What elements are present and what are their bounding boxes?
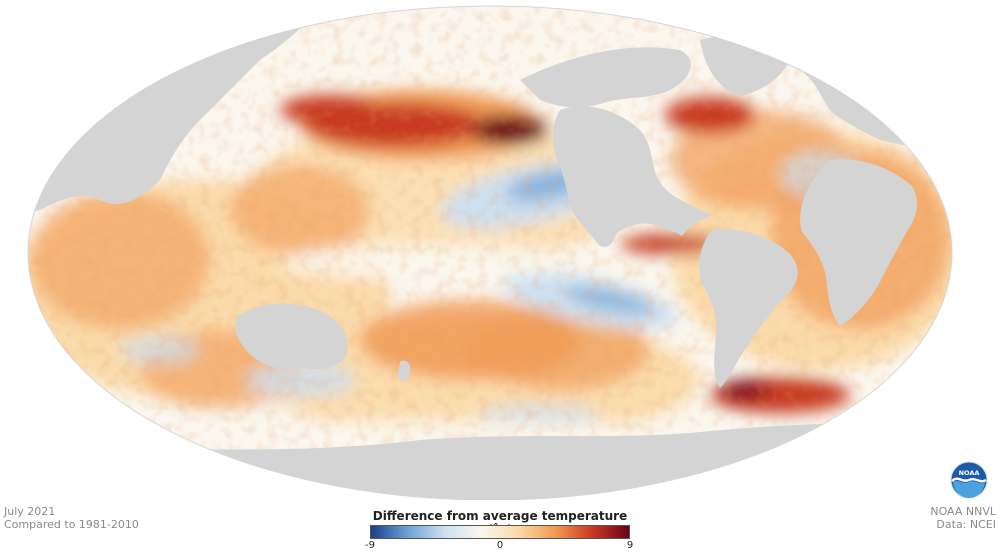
noaa-logo-icon: NOAA bbox=[950, 461, 988, 499]
color-legend: Difference from average temperature (˚F)… bbox=[360, 509, 640, 555]
map-credits: NOAA NNVL Data: NCEI bbox=[930, 505, 996, 531]
noaa-logo-text: NOAA bbox=[959, 469, 980, 477]
credit-label: NOAA NNVL bbox=[930, 505, 996, 518]
land-north-america bbox=[553, 106, 712, 247]
land-australia bbox=[235, 303, 348, 370]
baseline-label: Compared to 1981-2010 bbox=[4, 518, 139, 531]
globe-outline bbox=[27, 5, 953, 500]
legend-color-bar bbox=[370, 525, 630, 539]
land-south-america bbox=[699, 229, 798, 388]
land-new-zealand bbox=[398, 360, 411, 382]
map-metadata-left: July 2021 Compared to 1981-2010 bbox=[4, 505, 139, 531]
temperature-anomaly-map bbox=[27, 5, 953, 500]
source-label: Data: NCEI bbox=[936, 518, 996, 531]
date-label: July 2021 bbox=[4, 505, 56, 518]
land-canada-north bbox=[520, 47, 691, 108]
legend-tick-zero: 0 bbox=[496, 540, 504, 551]
legend-tick-min: -9 bbox=[365, 540, 375, 551]
land-africa bbox=[800, 159, 918, 326]
legend-tick-max: 9 bbox=[626, 540, 634, 551]
